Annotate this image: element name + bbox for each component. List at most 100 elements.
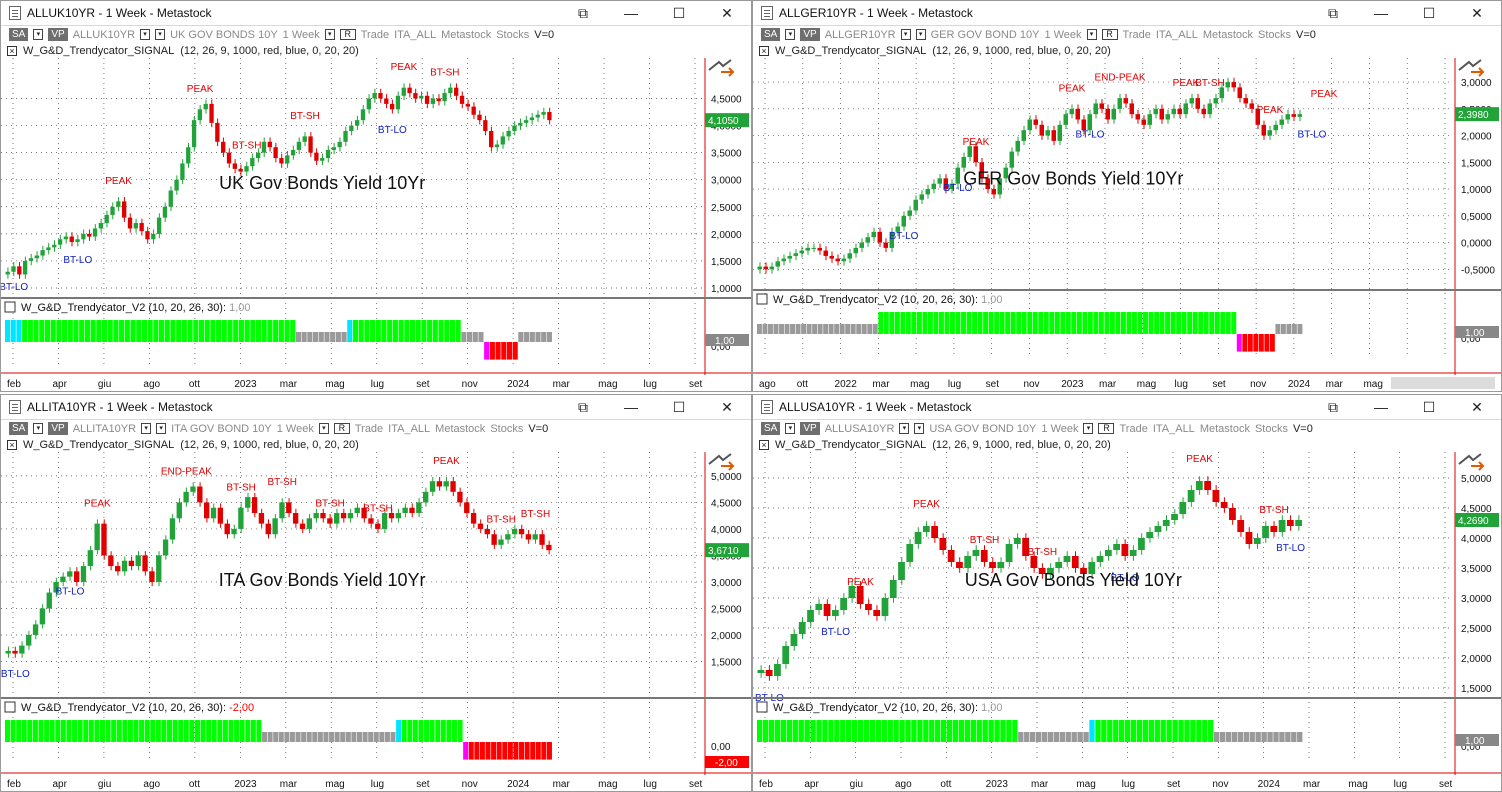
candle: [523, 120, 529, 123]
remove-indicator-icon[interactable]: [756, 293, 768, 305]
remove-indicator-icon[interactable]: [756, 701, 768, 713]
price-chart[interactable]: 4,50004,00003,50003,00002,50002,00001,50…: [1, 58, 751, 391]
close-button[interactable]: ✕: [721, 4, 733, 21]
remove-indicator-icon[interactable]: ×: [7, 440, 17, 450]
candle: [535, 114, 540, 118]
chart-window-ita[interactable]: ALLITA10YR - 1 Week - Metastock ⧉ — ☐ ✕ …: [0, 394, 752, 792]
list-label[interactable]: ITA_ALL: [1152, 422, 1195, 435]
minimize-button[interactable]: —: [624, 5, 638, 21]
trade-label[interactable]: Trade: [1122, 28, 1151, 41]
minimize-button[interactable]: —: [624, 399, 638, 415]
list-label[interactable]: ITA_ALL: [388, 422, 431, 435]
window-titlebar[interactable]: ALLUSA10YR - 1 Week - Metastock ⧉ — ☐ ✕: [753, 395, 1501, 420]
symbol-label[interactable]: ALLITA10YR: [72, 422, 137, 435]
trend-bar: [792, 720, 798, 742]
list-label[interactable]: ITA_ALL: [1155, 28, 1198, 41]
chevron-down-icon[interactable]: ▾: [155, 29, 166, 40]
chevron-down-icon[interactable]: ▾: [1086, 29, 1097, 40]
maximize-button[interactable]: ☐: [672, 398, 686, 415]
close-button[interactable]: ✕: [721, 398, 733, 415]
price-chart[interactable]: 3,00002,50002,00001,50001,00000,50000,00…: [753, 58, 1501, 391]
remove-indicator-icon[interactable]: ×: [759, 440, 769, 450]
sa-button[interactable]: SA: [9, 422, 29, 435]
trade-arrows-icon[interactable]: [708, 59, 735, 77]
sa-button[interactable]: SA: [9, 28, 29, 41]
chart-window-usa[interactable]: ALLUSA10YR - 1 Week - Metastock ⧉ — ☐ ✕ …: [752, 394, 1502, 792]
candle: [1255, 108, 1260, 125]
ind2-axis-label: 0,00: [711, 742, 731, 753]
candle: [1129, 550, 1137, 556]
trade-label[interactable]: Trade: [1119, 422, 1148, 435]
vp-button[interactable]: VP: [800, 28, 820, 41]
close-button[interactable]: ✕: [1471, 4, 1483, 21]
candle: [1088, 562, 1096, 574]
popout-icon[interactable]: ⧉: [1328, 398, 1338, 415]
maximize-button[interactable]: ☐: [672, 4, 686, 21]
window-titlebar[interactable]: ALLGER10YR - 1 Week - Metastock ⧉ — ☐ ✕: [753, 1, 1501, 26]
vp-button[interactable]: VP: [48, 28, 68, 41]
chevron-down-icon[interactable]: ▾: [33, 29, 44, 40]
chart-window-ger[interactable]: ALLGER10YR - 1 Week - Metastock ⧉ — ☐ ✕ …: [752, 0, 1502, 392]
vp-button[interactable]: VP: [48, 422, 68, 435]
chevron-down-icon[interactable]: ▾: [156, 423, 167, 434]
period-label[interactable]: 1 Week: [1041, 422, 1079, 435]
popout-icon[interactable]: ⧉: [1328, 4, 1338, 21]
symbol-label[interactable]: ALLUSA10YR: [824, 422, 895, 435]
list-label[interactable]: ITA_ALL: [394, 28, 437, 41]
candle: [471, 106, 476, 115]
maximize-button[interactable]: ☐: [1422, 398, 1436, 415]
close-button[interactable]: ✕: [1471, 398, 1483, 415]
remove-indicator-icon[interactable]: [4, 701, 16, 713]
candle: [972, 550, 980, 556]
remove-indicator-icon[interactable]: [4, 301, 16, 313]
chevron-down-icon[interactable]: ▾: [914, 423, 925, 434]
sa-button[interactable]: SA: [761, 28, 781, 41]
chevron-down-icon[interactable]: ▾: [33, 423, 44, 434]
chevron-down-icon[interactable]: ▾: [141, 423, 152, 434]
price-chart[interactable]: 5,00004,50004,00003,50003,00002,50002,00…: [753, 452, 1501, 791]
chevron-down-icon[interactable]: ▾: [785, 423, 796, 434]
symbol-label[interactable]: ALLGER10YR: [824, 28, 896, 41]
signal-label: BT-LO: [1, 669, 30, 680]
refresh-dropdown[interactable]: R: [1098, 423, 1115, 434]
trade-arrows-icon[interactable]: [708, 453, 735, 471]
refresh-dropdown[interactable]: R: [339, 29, 356, 40]
popout-icon[interactable]: ⧉: [578, 398, 588, 415]
chevron-down-icon[interactable]: ▾: [1083, 423, 1094, 434]
trade-arrows-icon[interactable]: [1458, 453, 1485, 471]
price-chart[interactable]: 5,00004,50004,00003,50003,00002,50002,00…: [1, 452, 751, 791]
trade-arrows-icon[interactable]: [1458, 59, 1485, 77]
refresh-dropdown[interactable]: R: [1101, 29, 1118, 40]
remove-indicator-icon[interactable]: ×: [7, 46, 17, 56]
trend-bar: [27, 720, 33, 742]
vp-button[interactable]: VP: [800, 422, 820, 435]
period-label[interactable]: 1 Week: [282, 28, 320, 41]
h-scrollbar[interactable]: [1391, 377, 1495, 389]
remove-indicator-icon[interactable]: ×: [759, 46, 769, 56]
chevron-down-icon[interactable]: ▾: [140, 29, 151, 40]
trend-bar: [768, 324, 773, 334]
chart-window-uk[interactable]: ALLUK10YR - 1 Week - Metastock ⧉ — ☐ ✕ S…: [0, 0, 752, 392]
popout-icon[interactable]: ⧉: [578, 4, 588, 21]
period-label[interactable]: 1 Week: [276, 422, 314, 435]
refresh-dropdown[interactable]: R: [333, 423, 350, 434]
chevron-down-icon[interactable]: ▾: [915, 29, 926, 40]
chevron-down-icon[interactable]: ▾: [900, 29, 911, 40]
chevron-down-icon[interactable]: ▾: [324, 29, 335, 40]
chevron-down-icon[interactable]: ▾: [899, 423, 910, 434]
trade-label[interactable]: Trade: [354, 422, 384, 435]
chevron-down-icon[interactable]: ▾: [318, 423, 329, 434]
maximize-button[interactable]: ☐: [1422, 4, 1436, 21]
minimize-button[interactable]: —: [1374, 5, 1388, 21]
trend-bar: [1214, 312, 1220, 334]
symbol-label[interactable]: ALLUK10YR: [72, 28, 136, 41]
window-titlebar[interactable]: ALLITA10YR - 1 Week - Metastock ⧉ — ☐ ✕: [1, 395, 751, 420]
chevron-down-icon[interactable]: ▾: [785, 29, 796, 40]
minimize-button[interactable]: —: [1374, 399, 1388, 415]
sa-button[interactable]: SA: [761, 422, 781, 435]
period-label[interactable]: 1 Week: [1044, 28, 1082, 41]
trend-bar: [72, 720, 78, 742]
trade-label[interactable]: Trade: [360, 28, 390, 41]
window-titlebar[interactable]: ALLUK10YR - 1 Week - Metastock ⧉ — ☐ ✕: [1, 1, 751, 26]
x-tick-label: lug: [644, 779, 657, 790]
